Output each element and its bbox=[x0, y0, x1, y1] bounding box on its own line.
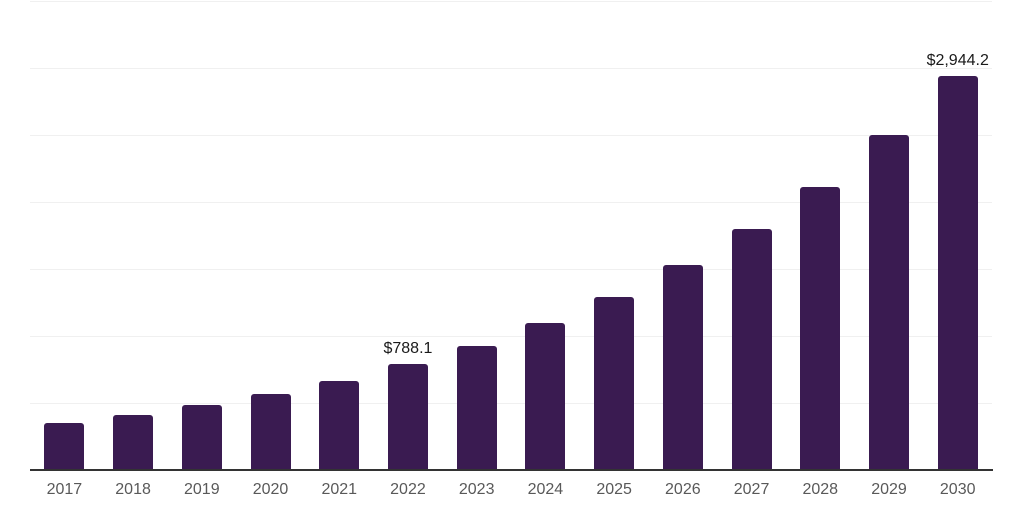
x-tick-label-2021: 2021 bbox=[321, 481, 358, 498]
bar-column-2021 bbox=[305, 1, 374, 470]
x-tick-label-2024: 2024 bbox=[527, 481, 564, 498]
bar-column-2022: $788.1 bbox=[374, 1, 443, 470]
bar-2029 bbox=[868, 135, 909, 470]
bar-2023 bbox=[456, 346, 497, 470]
bar-column-2027 bbox=[717, 1, 786, 470]
x-tick-label-2027: 2027 bbox=[733, 481, 770, 498]
bars-container: $788.1 $2,944.2 bbox=[30, 1, 992, 470]
bar-column-2029 bbox=[855, 1, 924, 470]
bar-2025 bbox=[594, 296, 635, 470]
bar-value-label-2030: $2,944.2 bbox=[926, 51, 989, 69]
bar-column-2023 bbox=[442, 1, 511, 470]
x-tick-label-2029: 2029 bbox=[871, 481, 907, 498]
bar-2017 bbox=[44, 423, 85, 470]
plot-area: $788.1 $2,944.2 bbox=[30, 1, 992, 470]
x-tick-label-2022: 2022 bbox=[390, 481, 426, 498]
x-tick-label-2019: 2019 bbox=[184, 481, 220, 498]
bar-column-2026 bbox=[648, 1, 717, 470]
x-axis-line bbox=[30, 469, 993, 471]
bar-2028 bbox=[800, 186, 841, 470]
bar-column-2024 bbox=[511, 1, 580, 470]
x-axis-tick-labels: 2017 2018 2019 2020 2021 2022 2023 2024 2025 2026… bbox=[30, 480, 992, 500]
x-tick-label-2028: 2028 bbox=[802, 481, 839, 498]
x-tick-label-2020: 2020 bbox=[252, 481, 289, 498]
bar-column-2025 bbox=[580, 1, 649, 470]
bar-2024 bbox=[525, 322, 566, 470]
bar-value-label-2022: $788.1 bbox=[383, 340, 433, 358]
bar-2026 bbox=[662, 265, 703, 470]
bar-2021 bbox=[319, 380, 360, 470]
x-tick-label-2026: 2026 bbox=[665, 481, 701, 498]
bar-column-2018 bbox=[99, 1, 168, 470]
x-tick-label-2023: 2023 bbox=[458, 481, 495, 498]
x-tick-label-2018: 2018 bbox=[115, 481, 151, 498]
bar-2030 bbox=[937, 75, 978, 470]
x-tick-label-2025: 2025 bbox=[596, 481, 632, 498]
bar-column-2020 bbox=[236, 1, 305, 470]
bar-2020 bbox=[250, 393, 291, 470]
bar-column-2017 bbox=[30, 1, 99, 470]
bar-2022 bbox=[387, 364, 428, 470]
bar-column-2030: $2,944.2 bbox=[923, 1, 992, 470]
bar-2019 bbox=[181, 405, 222, 470]
bar-column-2019 bbox=[167, 1, 236, 470]
bar-2027 bbox=[731, 228, 772, 470]
x-tick-label-2017: 2017 bbox=[46, 481, 83, 498]
x-tick-label-2030: 2030 bbox=[939, 481, 976, 498]
bar-2018 bbox=[113, 415, 154, 470]
bar-column-2028 bbox=[786, 1, 855, 470]
